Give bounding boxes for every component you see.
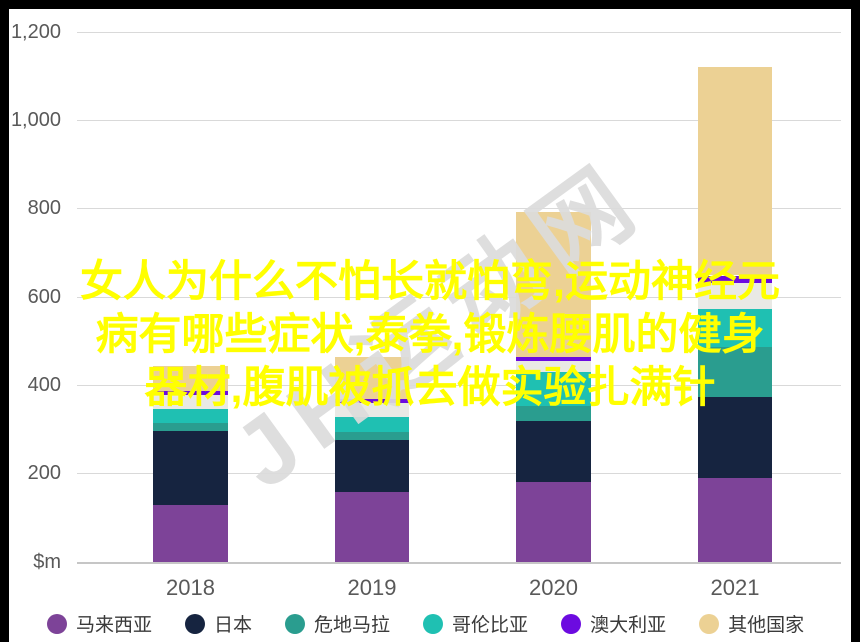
legend-item-日本: 日本 bbox=[185, 610, 252, 637]
bar-segment-其他国家 bbox=[153, 366, 228, 391]
bar-segment-其他国家 bbox=[334, 357, 410, 400]
x-axis-baseline bbox=[77, 561, 841, 564]
legend-item-哥伦比亚: 哥伦比亚 bbox=[423, 610, 528, 637]
x-axis-label: 2018 bbox=[166, 575, 215, 600]
bar-segment-马来西亚 bbox=[516, 482, 591, 562]
bar-segment-日本 bbox=[153, 431, 228, 505]
x-axis-label: 2021 bbox=[710, 575, 760, 600]
legend-label: 危地马拉 bbox=[314, 615, 391, 636]
bar-segment-哥伦比亚 bbox=[334, 417, 410, 433]
bar-segment-危地马拉 bbox=[697, 346, 773, 398]
legend-swatch-icon bbox=[699, 613, 720, 634]
bar-segment-澳大利亚 bbox=[516, 357, 591, 361]
bar-segment-马来西亚 bbox=[334, 492, 410, 562]
bar-segment-危地马拉 bbox=[334, 432, 410, 441]
legend-item-其他国家: 其他国家 bbox=[699, 610, 804, 637]
legend-label: 澳大利亚 bbox=[590, 615, 667, 636]
bar-segment-澳大利亚 bbox=[334, 399, 410, 404]
bar-segment-马来西亚 bbox=[153, 504, 228, 562]
legend-swatch-icon bbox=[423, 613, 444, 634]
bar-segment-马来西亚 bbox=[697, 478, 773, 562]
gridline bbox=[77, 208, 841, 210]
y-axis-tick-label: 400 bbox=[27, 374, 61, 397]
bar-segment-unlabeled bbox=[516, 360, 591, 373]
legend-item-危地马拉: 危地马拉 bbox=[285, 610, 390, 637]
gridline bbox=[77, 473, 841, 475]
bar-segment-其他国家 bbox=[697, 66, 773, 276]
bar-segment-哥伦比亚 bbox=[153, 409, 228, 423]
bar-segment-unlabeled bbox=[697, 283, 773, 310]
legend: 马来西亚 日本 危地马拉 哥伦比亚 澳大利亚 其他国家 bbox=[47, 610, 841, 637]
x-axis-label: 2019 bbox=[347, 575, 397, 600]
bar-segment-澳大利亚 bbox=[697, 275, 773, 284]
bar-segment-哥伦比亚 bbox=[697, 309, 773, 347]
bar-segment-澳大利亚 bbox=[153, 390, 228, 395]
bar-segment-unlabeled bbox=[153, 394, 228, 410]
bar-segment-危地马拉 bbox=[153, 423, 228, 432]
y-axis-unit-label: $m bbox=[33, 550, 61, 573]
gridline bbox=[77, 31, 841, 33]
legend-swatch-icon bbox=[185, 613, 206, 634]
legend-label: 哥伦比亚 bbox=[452, 615, 529, 636]
bar-segment-其他国家 bbox=[516, 212, 591, 358]
y-axis-tick-label: 800 bbox=[27, 197, 61, 220]
y-axis-tick-label: 600 bbox=[27, 285, 61, 308]
bar-segment-危地马拉 bbox=[516, 405, 591, 421]
bar-segment-日本 bbox=[697, 397, 773, 479]
y-axis-tick-label: 1,200 bbox=[10, 20, 61, 43]
gridline bbox=[77, 120, 841, 122]
gridline bbox=[77, 296, 841, 298]
bar-segment-日本 bbox=[516, 420, 591, 483]
legend-item-马来西亚: 马来西亚 bbox=[47, 610, 152, 637]
legend-swatch-icon bbox=[47, 613, 67, 634]
legend-label: 其他国家 bbox=[728, 615, 805, 636]
gridline bbox=[77, 385, 841, 387]
legend-swatch-icon bbox=[561, 613, 582, 634]
legend-item-澳大利亚: 澳大利亚 bbox=[561, 610, 666, 637]
legend-label: 马来西亚 bbox=[76, 615, 153, 636]
bar-segment-哥伦比亚 bbox=[516, 372, 591, 406]
x-axis-label: 2020 bbox=[529, 575, 578, 600]
legend-swatch-icon bbox=[285, 613, 306, 634]
y-axis-tick-label: 200 bbox=[27, 462, 61, 485]
bar-segment-unlabeled bbox=[334, 403, 410, 418]
legend-label: 日本 bbox=[214, 615, 253, 636]
bar-segment-日本 bbox=[334, 440, 410, 493]
y-axis-tick-label: 1,000 bbox=[10, 109, 61, 132]
